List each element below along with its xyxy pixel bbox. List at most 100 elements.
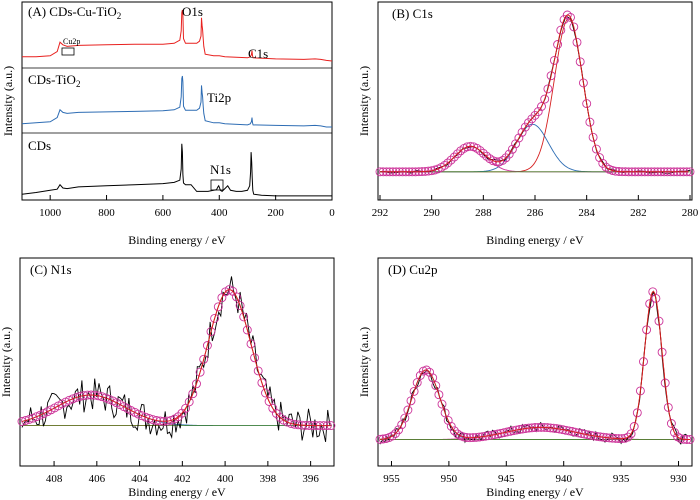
panel-a-frame xyxy=(21,1,333,201)
panel-b-envelope-point xyxy=(575,57,585,67)
panel-c-envelope-fit xyxy=(21,289,331,427)
panel-c-title: (C) N1s xyxy=(30,262,72,277)
panel-c-envelope-point xyxy=(290,419,300,429)
panel-c-x-label: Binding energy / eV xyxy=(128,485,226,499)
panel-d-envelope-point xyxy=(437,399,447,409)
panel-c-envelope-point xyxy=(286,419,296,428)
panel-d-envelope-point xyxy=(577,429,586,438)
panel-c-envelope-point xyxy=(199,354,209,364)
panel-d-envelope-point xyxy=(499,428,509,438)
panel-d-envelope-point xyxy=(434,390,444,400)
panel-d-envelope-point xyxy=(425,367,435,377)
panel-b-envelope-point xyxy=(478,148,488,158)
panel-d-envelope-point xyxy=(428,373,438,383)
panel-d-envelope-point xyxy=(626,429,636,439)
panel-b-tick-label: 286 xyxy=(527,207,544,219)
panel-d-envelope-point xyxy=(515,425,524,434)
panel-d-envelope-point xyxy=(443,415,453,425)
panel-c-envelope-point xyxy=(206,327,216,337)
panel-c-raw-data xyxy=(21,276,331,442)
panel-b-x-ticks: 292 290 288 286 284 282 280 xyxy=(372,195,699,219)
panel-b-tick-label: 288 xyxy=(475,207,492,219)
panel-c-envelope-point xyxy=(210,313,220,323)
panel-b-tick-label: 292 xyxy=(372,207,389,219)
panel-d-plot xyxy=(375,287,695,445)
panel-c-envelope-point xyxy=(152,416,161,425)
panel-c-envelope-point xyxy=(261,388,270,398)
panel-d-envelope-point xyxy=(449,426,459,436)
panel-a-tick-label: 1000 xyxy=(39,207,62,219)
panel-d-envelope-point xyxy=(629,422,639,431)
panel-d-envelope-point xyxy=(431,381,441,391)
panel-d-y-label: Intensity (a.u.) xyxy=(357,327,371,397)
panel-c-tick-label: 402 xyxy=(174,473,191,485)
panel-b-envelope-point xyxy=(449,152,459,162)
panel-b-title: (B) C1s xyxy=(392,6,433,21)
panel-c-envelope-point xyxy=(235,301,245,311)
panel-d-envelope-point xyxy=(493,429,503,439)
annotation-ti2p: Ti2p xyxy=(207,90,231,105)
annotation-cu2p: Cu2p xyxy=(63,37,80,46)
panel-d-envelope-point xyxy=(564,426,574,436)
panel-b-envelope-point xyxy=(562,10,572,20)
panel-d-envelope-point xyxy=(400,413,410,423)
panel-a-tick-label: 800 xyxy=(98,207,115,219)
panel-b-envelope-point xyxy=(549,55,559,65)
panel-d-envelope-point xyxy=(484,431,493,441)
panel-d-x-label: Binding energy / eV xyxy=(486,485,584,499)
panel-d-envelope-point xyxy=(446,421,456,431)
panel-d-tick-label: 955 xyxy=(383,473,400,485)
panel-d-envelope-point xyxy=(403,405,413,415)
panel-b-component-284.7 xyxy=(380,18,689,173)
panel-b-envelope-point xyxy=(488,156,498,166)
panel-b-envelope-point xyxy=(453,149,462,159)
panel-a-tick-label: 200 xyxy=(267,207,284,219)
panel-c-envelope-point xyxy=(250,353,260,363)
panel-d-envelope-point xyxy=(580,429,590,439)
panel-b-envelope-point xyxy=(498,155,508,165)
panel-d-tick-label: 950 xyxy=(441,473,458,485)
panel-c-envelope-point xyxy=(148,415,158,425)
panel-c-tick-label: 404 xyxy=(131,473,148,485)
panel-b-envelope-point xyxy=(540,94,550,104)
panel-c: 408 406 404 402 400 398 396 (C) N1s Binding en… xyxy=(0,257,336,499)
panel-d-envelope-point xyxy=(387,431,397,441)
panel-d-envelope-point xyxy=(555,424,565,434)
panel-d-envelope-point xyxy=(663,402,673,412)
panel-d-envelope-point xyxy=(487,430,497,440)
series-line-cds-tio2 xyxy=(21,75,332,128)
panel-d-envelope-fit xyxy=(380,291,690,440)
panel-b-envelope-point xyxy=(507,144,517,154)
panel-d-tick-label: 935 xyxy=(613,473,630,485)
panel-b-component-286.1 xyxy=(380,123,689,173)
panel-c-envelope-point xyxy=(242,325,252,335)
panel-b-envelope-point xyxy=(446,155,456,165)
annotation-n1s: N1s xyxy=(210,162,231,177)
panel-d-envelope-point xyxy=(480,431,490,441)
panel-c-envelope-point xyxy=(213,302,223,312)
panel-d-envelope-point xyxy=(645,299,655,309)
panel-c-envelope-point xyxy=(264,397,274,406)
panel-c-tick-label: 396 xyxy=(302,473,319,485)
panel-d-envelope-point xyxy=(406,396,416,406)
panel-d-envelope-point xyxy=(586,430,596,440)
panel-d-envelope-point xyxy=(459,432,469,442)
cu2p-box xyxy=(61,47,75,56)
panel-c-envelope-point xyxy=(246,339,256,349)
panel-d-envelope-point xyxy=(623,432,633,442)
panel-c-frame xyxy=(19,257,335,467)
panel-b-tick-label: 282 xyxy=(630,207,647,219)
panel-b-tick-label: 284 xyxy=(578,207,595,219)
panel-b-envelope-point xyxy=(588,132,598,142)
panel-d-envelope-point xyxy=(552,424,562,434)
panel-b-tick-label: 290 xyxy=(423,207,440,219)
panel-c-envelope-point xyxy=(188,389,198,399)
panel-d-frame xyxy=(377,257,693,467)
panel-d-envelope-point xyxy=(508,426,518,436)
panel-b-envelope-point xyxy=(482,151,492,161)
panel-d-envelope-point xyxy=(570,427,580,437)
panel-d-envelope-point xyxy=(378,434,388,444)
panel-b-envelope-point xyxy=(472,143,482,153)
panel-c-y-label: Intensity (a.u.) xyxy=(0,327,13,397)
panel-b-envelope-point xyxy=(572,37,582,47)
